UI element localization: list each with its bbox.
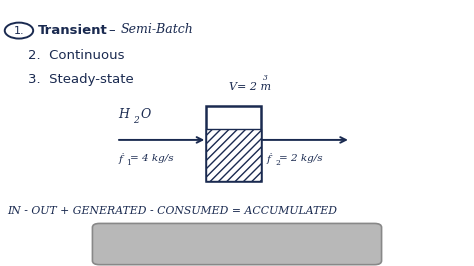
FancyBboxPatch shape [92,223,382,265]
Text: IN - OUT + GENERATED - CONSUMED = ACCUMULATED: IN - OUT + GENERATED - CONSUMED = ACCUMU… [7,206,337,217]
Bar [206,129,261,181]
Text: 2: 2 [133,116,138,125]
Text: = 2 kg/s: = 2 kg/s [279,154,322,163]
Text: 1: 1 [127,159,131,167]
Text: = 4 kg/s: = 4 kg/s [130,154,174,163]
Text: 3.  Steady-state: 3. Steady-state [28,73,134,86]
Text: –: – [108,24,115,37]
Text: ḟ: ḟ [118,153,122,164]
Text: 2: 2 [275,159,280,167]
Text: V= 2 m: V= 2 m [228,82,271,92]
Text: O: O [141,108,151,121]
Text: Transient: Transient [38,24,108,37]
Text: 1.: 1. [14,26,24,36]
Text: THE GENERAL BALANCE: THE GENERAL BALANCE [148,238,326,251]
Bar [206,106,261,181]
Text: 2.  Continuous: 2. Continuous [28,49,125,62]
Text: 3: 3 [263,74,268,82]
Text: H: H [118,108,129,121]
Text: Semi-Batch: Semi-Batch [121,23,193,36]
Text: ḟ: ḟ [267,153,271,164]
